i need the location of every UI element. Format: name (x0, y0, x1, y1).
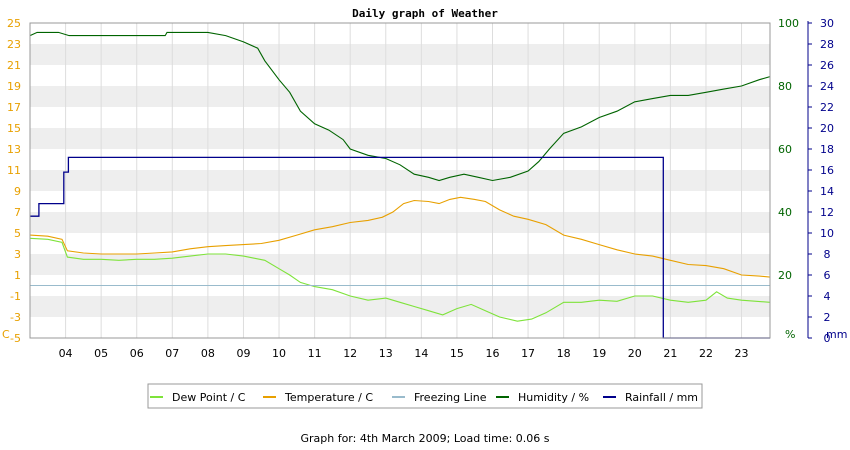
x-tick-label: 17 (521, 347, 535, 360)
x-tick-label: 09 (236, 347, 250, 360)
legend-label-freezing-line: Freezing Line (414, 391, 487, 404)
humidity-tick-label: 20 (778, 269, 792, 282)
rainfall-unit-label: mm (826, 328, 847, 341)
rainfall-line (30, 156, 770, 339)
x-tick-label: 12 (343, 347, 357, 360)
grid-bands (30, 44, 770, 317)
legend-label-humidity: Humidity / % (518, 391, 589, 404)
x-tick-label: 15 (450, 347, 464, 360)
chart-title: Daily graph of Weather (352, 7, 498, 20)
legend-label-dew-point: Dew Point / C (172, 391, 246, 404)
x-tick-label: 05 (94, 347, 108, 360)
temp-tick-label: 23 (7, 38, 21, 51)
temp-tick-label: 1 (14, 269, 21, 282)
humidity-unit-label: % (785, 328, 795, 341)
temp-tick-label: 25 (7, 17, 21, 30)
temp-tick-label: 7 (14, 206, 21, 219)
rainfall-tick-label: 10 (820, 227, 834, 240)
x-tick-label: 06 (130, 347, 144, 360)
rainfall-tick-label: 2 (824, 311, 831, 324)
grid-band (30, 44, 770, 65)
humidity-tick-label: 40 (778, 206, 792, 219)
rainfall-tick-label: 24 (820, 80, 834, 93)
temp-unit-label: C (2, 328, 10, 341)
rainfall-tick-label: 4 (824, 290, 831, 303)
x-tick-label: 19 (592, 347, 606, 360)
x-tick-label: 10 (272, 347, 286, 360)
grid-band (30, 128, 770, 149)
rainfall-tick-label: 30 (820, 17, 834, 30)
temp-tick-label: 19 (7, 80, 21, 93)
temp-tick-label: 9 (14, 185, 21, 198)
x-tick-label: 08 (201, 347, 215, 360)
footer-text: Graph for: 4th March 2009; Load time: 0.… (300, 432, 550, 445)
rainfall-tick-label: 0 (824, 332, 831, 345)
grid-band (30, 212, 770, 233)
x-tick-label: 04 (59, 347, 73, 360)
legend: Dew Point / C Temperature / C Freezing Lin… (147, 383, 703, 409)
grid-band (30, 254, 770, 275)
series-group (29, 31, 771, 339)
x-tick-label: 13 (379, 347, 393, 360)
rainfall-tick-label: 28 (820, 38, 834, 51)
legend-label-rainfall: Rainfall / mm (625, 391, 698, 404)
temperature-line (29, 196, 771, 278)
x-tick-label: 07 (165, 347, 179, 360)
x-tick-label: 18 (557, 347, 571, 360)
temp-tick-label: 13 (7, 143, 21, 156)
humidity-tick-label: 60 (778, 143, 792, 156)
humidity-tick-label: 100 (778, 17, 799, 30)
rainfall-tick-label: 16 (820, 164, 834, 177)
rainfall-tick-label: 20 (820, 122, 834, 135)
humidity-line (29, 31, 771, 182)
rainfall-tick-label: 14 (820, 185, 834, 198)
temp-tick-label: 17 (7, 101, 21, 114)
rainfall-tick-label: 6 (824, 269, 831, 282)
temp-tick-label: -5 (10, 332, 21, 345)
rainfall-tick-label: 18 (820, 143, 834, 156)
plot-frame (29, 22, 771, 339)
temp-tick-label: 3 (14, 248, 21, 261)
x-tick-label: 22 (699, 347, 713, 360)
x-tick-label: 16 (486, 347, 500, 360)
legend-label-temperature: Temperature / C (284, 391, 373, 404)
temp-tick-label: 15 (7, 122, 21, 135)
x-tick-label: 11 (308, 347, 322, 360)
temp-tick-label: 11 (7, 164, 21, 177)
x-tick-label: 20 (628, 347, 642, 360)
axis-ticks: 04 05 06 07 08 09 10 11 12 13 14 15 16 17 18 19 20 21 22 23… (2, 17, 847, 360)
temp-tick-label: 21 (7, 59, 21, 72)
rainfall-tick-label: 26 (820, 59, 834, 72)
grid-band (30, 86, 770, 107)
humidity-tick-label: 80 (778, 80, 792, 93)
rainfall-tick-label: 8 (824, 248, 831, 261)
dew-point-line (29, 237, 771, 322)
x-tick-label: 23 (735, 347, 749, 360)
x-tick-label: 14 (414, 347, 428, 360)
temp-tick-label: -1 (10, 290, 21, 303)
temp-tick-label: 5 (14, 227, 21, 240)
grid-band (30, 170, 770, 191)
grid-band (30, 296, 770, 317)
rainfall-tick-label: 22 (820, 101, 834, 114)
x-tick-label: 21 (663, 347, 677, 360)
rainfall-tick-label: 12 (820, 206, 834, 219)
temp-tick-label: -3 (10, 311, 21, 324)
